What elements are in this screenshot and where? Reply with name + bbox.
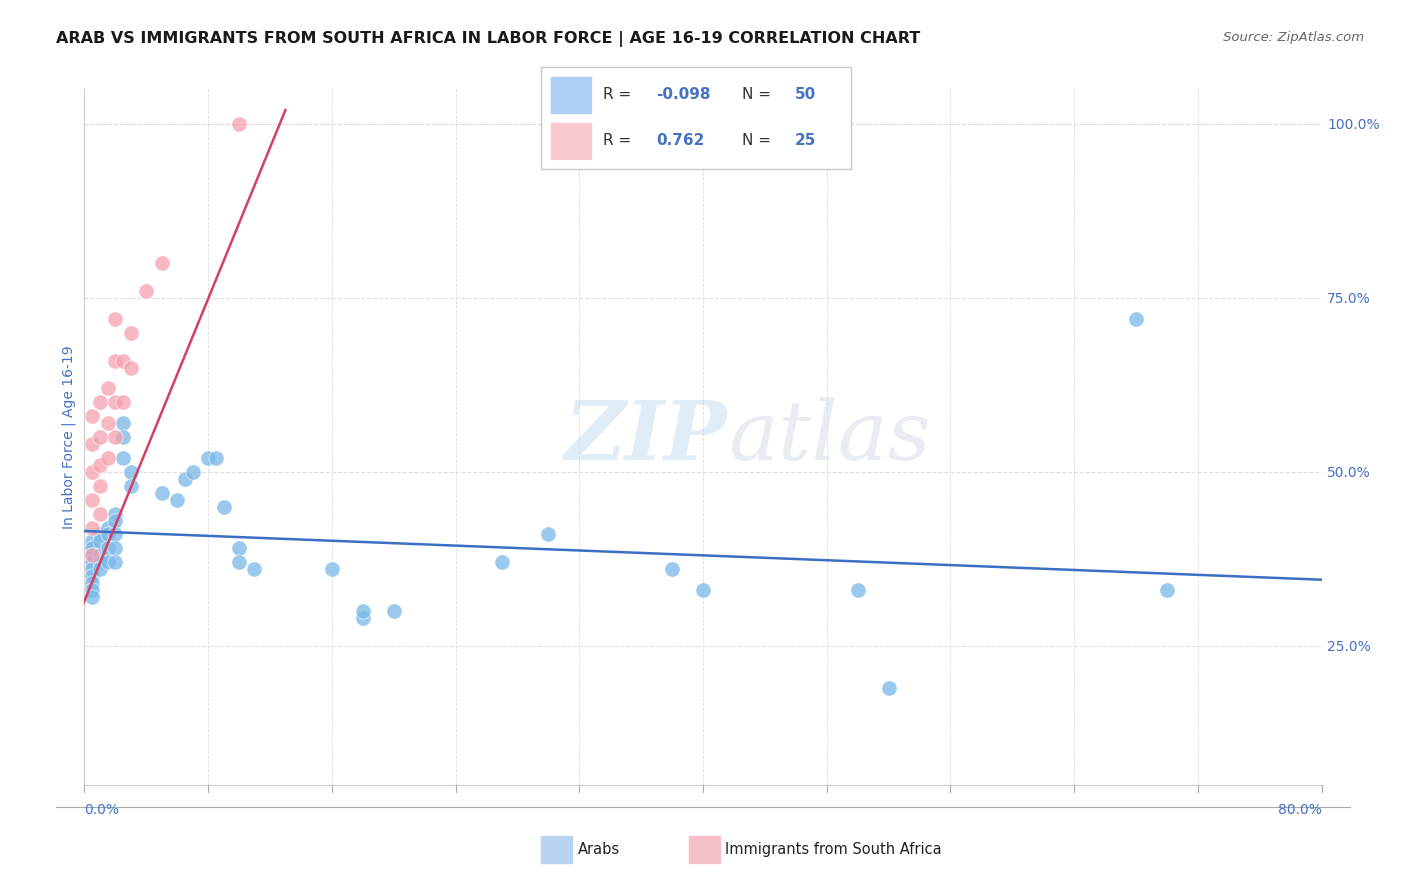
Point: [82, 549, 104, 563]
Point: [104, 541, 127, 556]
Point: [97, 527, 120, 541]
Point: [352, 604, 374, 618]
Point: [104, 430, 127, 444]
Point: [89, 507, 111, 521]
Point: [89, 534, 111, 549]
Point: [112, 416, 135, 430]
Point: [89, 555, 111, 569]
Point: [104, 353, 127, 368]
Point: [82, 437, 104, 451]
Point: [228, 117, 250, 131]
Point: [82, 590, 104, 604]
Point: [89, 430, 111, 444]
Point: [104, 311, 127, 326]
Point: [112, 395, 135, 409]
Point: [97, 520, 120, 534]
Point: [877, 681, 900, 695]
Text: -0.098: -0.098: [655, 87, 710, 102]
Point: [135, 284, 157, 298]
Text: R =: R =: [603, 87, 637, 102]
Text: 0.0%: 0.0%: [84, 803, 120, 817]
Text: N =: N =: [742, 133, 776, 148]
Point: [97, 541, 120, 556]
Point: [174, 472, 197, 486]
Text: Arabs: Arabs: [578, 842, 620, 856]
Point: [104, 507, 127, 521]
Point: [243, 562, 266, 576]
Text: Source: ZipAtlas.com: Source: ZipAtlas.com: [1223, 31, 1364, 45]
Point: [321, 562, 343, 576]
Point: [112, 353, 135, 368]
Point: [537, 527, 560, 541]
Point: [82, 465, 104, 479]
Point: [89, 549, 111, 563]
Point: [82, 541, 104, 556]
Point: [120, 326, 142, 340]
Point: [82, 576, 104, 591]
Point: [382, 604, 405, 618]
Point: [97, 381, 120, 395]
Text: R =: R =: [603, 133, 637, 148]
Text: 25: 25: [794, 133, 817, 148]
Point: [82, 534, 104, 549]
Point: [104, 395, 127, 409]
Text: 80.0%: 80.0%: [1278, 803, 1322, 817]
Point: [82, 562, 104, 576]
Point: [89, 458, 111, 472]
Point: [150, 485, 173, 500]
Point: [846, 583, 869, 598]
Point: [120, 360, 142, 375]
Text: 0.762: 0.762: [655, 133, 704, 148]
Point: [112, 450, 135, 465]
Point: [352, 611, 374, 625]
Point: [82, 492, 104, 507]
Y-axis label: In Labor Force | Age 16-19: In Labor Force | Age 16-19: [62, 345, 76, 529]
Point: [212, 500, 235, 514]
Point: [491, 555, 513, 569]
Point: [97, 555, 120, 569]
Point: [661, 562, 683, 576]
Point: [150, 256, 173, 270]
Point: [205, 450, 228, 465]
Point: [228, 555, 250, 569]
Text: atlas: atlas: [728, 397, 931, 477]
Text: Immigrants from South Africa: Immigrants from South Africa: [725, 842, 942, 856]
Point: [120, 465, 142, 479]
Point: [120, 479, 142, 493]
Text: 50: 50: [794, 87, 817, 102]
Point: [112, 430, 135, 444]
Point: [181, 465, 204, 479]
Point: [82, 583, 104, 598]
Point: [166, 492, 188, 507]
Bar: [551, 123, 591, 159]
Point: [1156, 583, 1178, 598]
Point: [104, 527, 127, 541]
Point: [82, 569, 104, 583]
Point: [104, 514, 127, 528]
Point: [97, 450, 120, 465]
Point: [228, 541, 250, 556]
Point: [97, 416, 120, 430]
Bar: [551, 77, 591, 113]
Point: [104, 555, 127, 569]
Point: [82, 409, 104, 424]
Point: [82, 549, 104, 563]
Point: [89, 395, 111, 409]
Text: ARAB VS IMMIGRANTS FROM SOUTH AFRICA IN LABOR FORCE | AGE 16-19 CORRELATION CHAR: ARAB VS IMMIGRANTS FROM SOUTH AFRICA IN …: [56, 31, 921, 47]
Point: [197, 450, 219, 465]
Text: N =: N =: [742, 87, 776, 102]
Point: [82, 555, 104, 569]
Point: [692, 583, 714, 598]
Point: [89, 479, 111, 493]
Point: [89, 562, 111, 576]
Text: ZIP: ZIP: [565, 397, 728, 477]
Point: [1125, 311, 1147, 326]
Point: [89, 527, 111, 541]
Point: [82, 520, 104, 534]
